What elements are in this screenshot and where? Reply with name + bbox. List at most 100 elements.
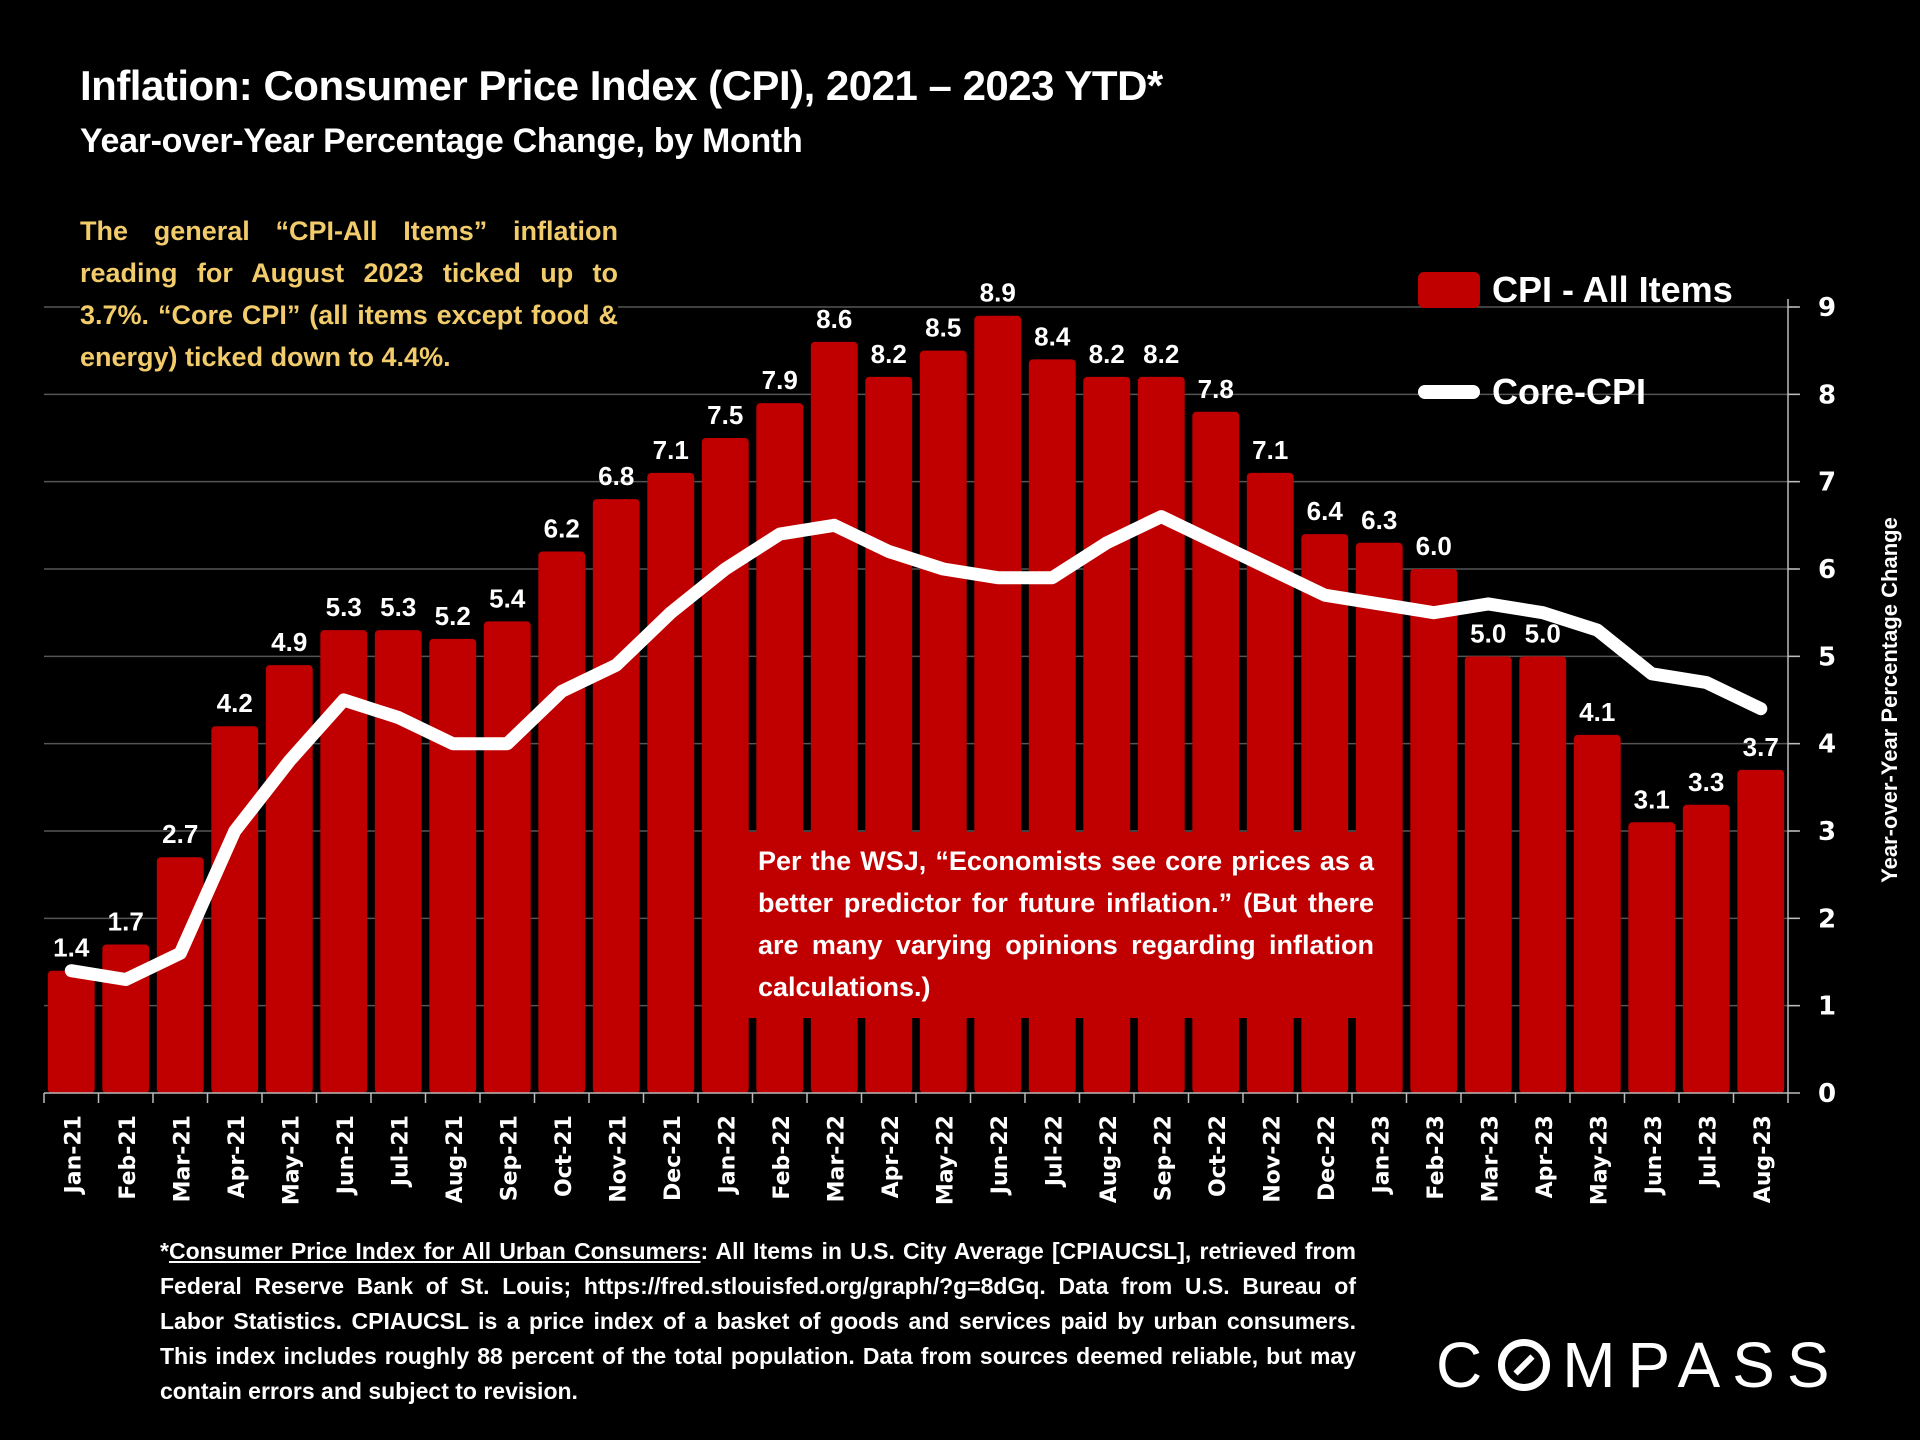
legend-item-cpi: CPI - All Items bbox=[1418, 268, 1733, 312]
x-tick-label: Feb-21 bbox=[116, 1115, 141, 1200]
bar-Mar-23 bbox=[1464, 656, 1512, 1093]
x-tick-label: Jul-21 bbox=[388, 1115, 413, 1188]
bar-value-label: 7.9 bbox=[762, 365, 798, 395]
x-tick-label: Dec-21 bbox=[661, 1115, 686, 1201]
bar-value-label: 8.2 bbox=[1089, 339, 1125, 369]
x-tick-label: Nov-21 bbox=[606, 1115, 631, 1203]
x-tick-label: Apr-22 bbox=[879, 1115, 904, 1198]
x-tick-label: Jul-22 bbox=[1042, 1115, 1067, 1188]
x-tick-labels: Jan-21 Feb-21 Mar-21 Apr-21 May-21 Jun-21 Jul-… bbox=[61, 1115, 1776, 1205]
bar-value-label: 3.7 bbox=[1743, 732, 1779, 762]
y-tick-label: 4 bbox=[1818, 730, 1836, 760]
source-link[interactable]: Consumer Price Index for All Urban Consu… bbox=[168, 1238, 701, 1264]
legend-line-swatch-icon bbox=[1418, 385, 1480, 399]
x-tick-label: Feb-22 bbox=[770, 1115, 795, 1200]
x-tick-label: Sep-21 bbox=[497, 1115, 522, 1201]
y-tick-label: 8 bbox=[1818, 380, 1836, 410]
bar-Jul-21 bbox=[374, 630, 422, 1093]
bar-value-label: 5.3 bbox=[326, 592, 362, 622]
bar-value-label: 4.2 bbox=[217, 688, 253, 718]
bar-value-label: 8.2 bbox=[1143, 339, 1179, 369]
y-tick-labels: 0 1 2 3 4 5 6 7 8 9 bbox=[1818, 293, 1836, 1109]
bar-Oct-21 bbox=[538, 551, 586, 1093]
x-tick-label: Jan-22 bbox=[715, 1115, 740, 1195]
wsj-callout: Per the WSJ, “Economists see core prices… bbox=[744, 832, 1388, 1018]
bar-value-label: 8.5 bbox=[925, 313, 961, 343]
bar-value-label: 4.1 bbox=[1579, 697, 1615, 727]
bar-Jun-23 bbox=[1628, 822, 1676, 1093]
y-tick-label: 6 bbox=[1818, 555, 1836, 585]
x-tick-label: May-21 bbox=[279, 1115, 304, 1205]
bar-value-labels: 1.4 1.7 2.7 4.2 4.9 5.3 5.3 5.2 5.4 6.2 6.8 7.1 7.5 7… bbox=[53, 278, 1779, 963]
bar-value-label: 7.1 bbox=[653, 435, 689, 465]
bar-Jan-21 bbox=[47, 970, 95, 1093]
x-tick-label: Oct-22 bbox=[1206, 1115, 1231, 1197]
legend-item-core: Core-CPI bbox=[1418, 370, 1733, 414]
bar-value-label: 7.1 bbox=[1252, 435, 1288, 465]
bar-Feb-23 bbox=[1410, 569, 1458, 1093]
bar-value-label: 7.8 bbox=[1198, 374, 1234, 404]
x-tick-label: Mar-22 bbox=[824, 1115, 849, 1202]
bar-Mar-21 bbox=[156, 857, 204, 1093]
x-tick-label: May-22 bbox=[933, 1115, 958, 1205]
y-tick-label: 7 bbox=[1818, 468, 1836, 498]
bar-value-label: 6.4 bbox=[1307, 496, 1344, 526]
x-tick-label: Dec-22 bbox=[1315, 1115, 1340, 1201]
y-tick-label: 1 bbox=[1818, 992, 1836, 1022]
x-tick-label: Oct-21 bbox=[552, 1115, 577, 1197]
logo-text-end: MPASS bbox=[1562, 1329, 1842, 1401]
x-tick-label: Aug-22 bbox=[1097, 1115, 1122, 1203]
y-tick-label: 5 bbox=[1818, 642, 1836, 672]
legend: CPI - All Items Core-CPI bbox=[1418, 268, 1733, 472]
chart-title: Inflation: Consumer Price Index (CPI), 2… bbox=[80, 62, 1163, 109]
x-tick-label: Aug-23 bbox=[1751, 1115, 1776, 1203]
bar-Aug-21 bbox=[429, 638, 477, 1093]
bar-value-label: 4.9 bbox=[271, 627, 307, 657]
x-tick-label: Jun-21 bbox=[334, 1115, 359, 1196]
bar-value-label: 5.0 bbox=[1470, 618, 1506, 648]
bar-Dec-21 bbox=[647, 472, 695, 1093]
bar-value-label: 7.5 bbox=[707, 400, 743, 430]
bar-May-23 bbox=[1573, 734, 1621, 1093]
x-tick-label: Feb-23 bbox=[1424, 1115, 1449, 1200]
y-tick-label: 9 bbox=[1818, 293, 1836, 323]
footnote-asterisk: * bbox=[160, 1238, 169, 1264]
bar-value-label: 3.1 bbox=[1634, 784, 1670, 814]
y-axis-label: Year-over-Year Percentage Change bbox=[1877, 517, 1902, 883]
bar-value-label: 2.7 bbox=[162, 819, 198, 849]
bar-value-label: 5.2 bbox=[435, 601, 471, 631]
inflation-note: The general “CPI-All Items” inflation re… bbox=[80, 210, 618, 378]
bar-value-label: 8.2 bbox=[871, 339, 907, 369]
bar-value-label: 6.8 bbox=[598, 461, 634, 491]
x-tick-label: Nov-22 bbox=[1260, 1115, 1285, 1203]
bar-Nov-21 bbox=[592, 499, 640, 1094]
legend-label-cpi: CPI - All Items bbox=[1492, 269, 1733, 310]
bar-value-label: 1.7 bbox=[108, 907, 144, 937]
compass-o-icon bbox=[1498, 1339, 1551, 1391]
bar-value-label: 6.0 bbox=[1416, 531, 1452, 561]
x-tick-label: Jun-23 bbox=[1642, 1115, 1667, 1196]
y-tick-label: 2 bbox=[1818, 904, 1836, 934]
bar-Sep-21 bbox=[483, 621, 531, 1093]
bar-value-label: 6.3 bbox=[1361, 505, 1397, 535]
bar-value-label: 8.6 bbox=[816, 304, 852, 334]
x-tick-label: Apr-21 bbox=[225, 1115, 250, 1198]
bar-value-label: 5.3 bbox=[380, 592, 416, 622]
x-tick-label: Apr-23 bbox=[1533, 1115, 1558, 1198]
bar-value-label: 5.0 bbox=[1525, 618, 1561, 648]
x-tick-label: May-23 bbox=[1587, 1115, 1612, 1205]
bar-value-label: 8.9 bbox=[980, 278, 1016, 308]
x-tick-label: Jun-22 bbox=[988, 1115, 1013, 1196]
bar-Apr-23 bbox=[1519, 656, 1567, 1093]
bar-value-label: 3.3 bbox=[1688, 767, 1724, 797]
bar-May-21 bbox=[265, 665, 313, 1093]
bar-value-label: 5.4 bbox=[489, 583, 526, 613]
bar-Jun-21 bbox=[320, 630, 368, 1093]
axes bbox=[43, 299, 1800, 1103]
legend-label-core: Core-CPI bbox=[1492, 371, 1647, 412]
bar-value-label: 8.4 bbox=[1034, 321, 1071, 351]
legend-bar-swatch-icon bbox=[1418, 272, 1480, 308]
source-footnote: *Consumer Price Index for All Urban Cons… bbox=[160, 1234, 1356, 1409]
bar-Aug-23 bbox=[1737, 769, 1785, 1093]
bar-Apr-21 bbox=[211, 726, 259, 1093]
